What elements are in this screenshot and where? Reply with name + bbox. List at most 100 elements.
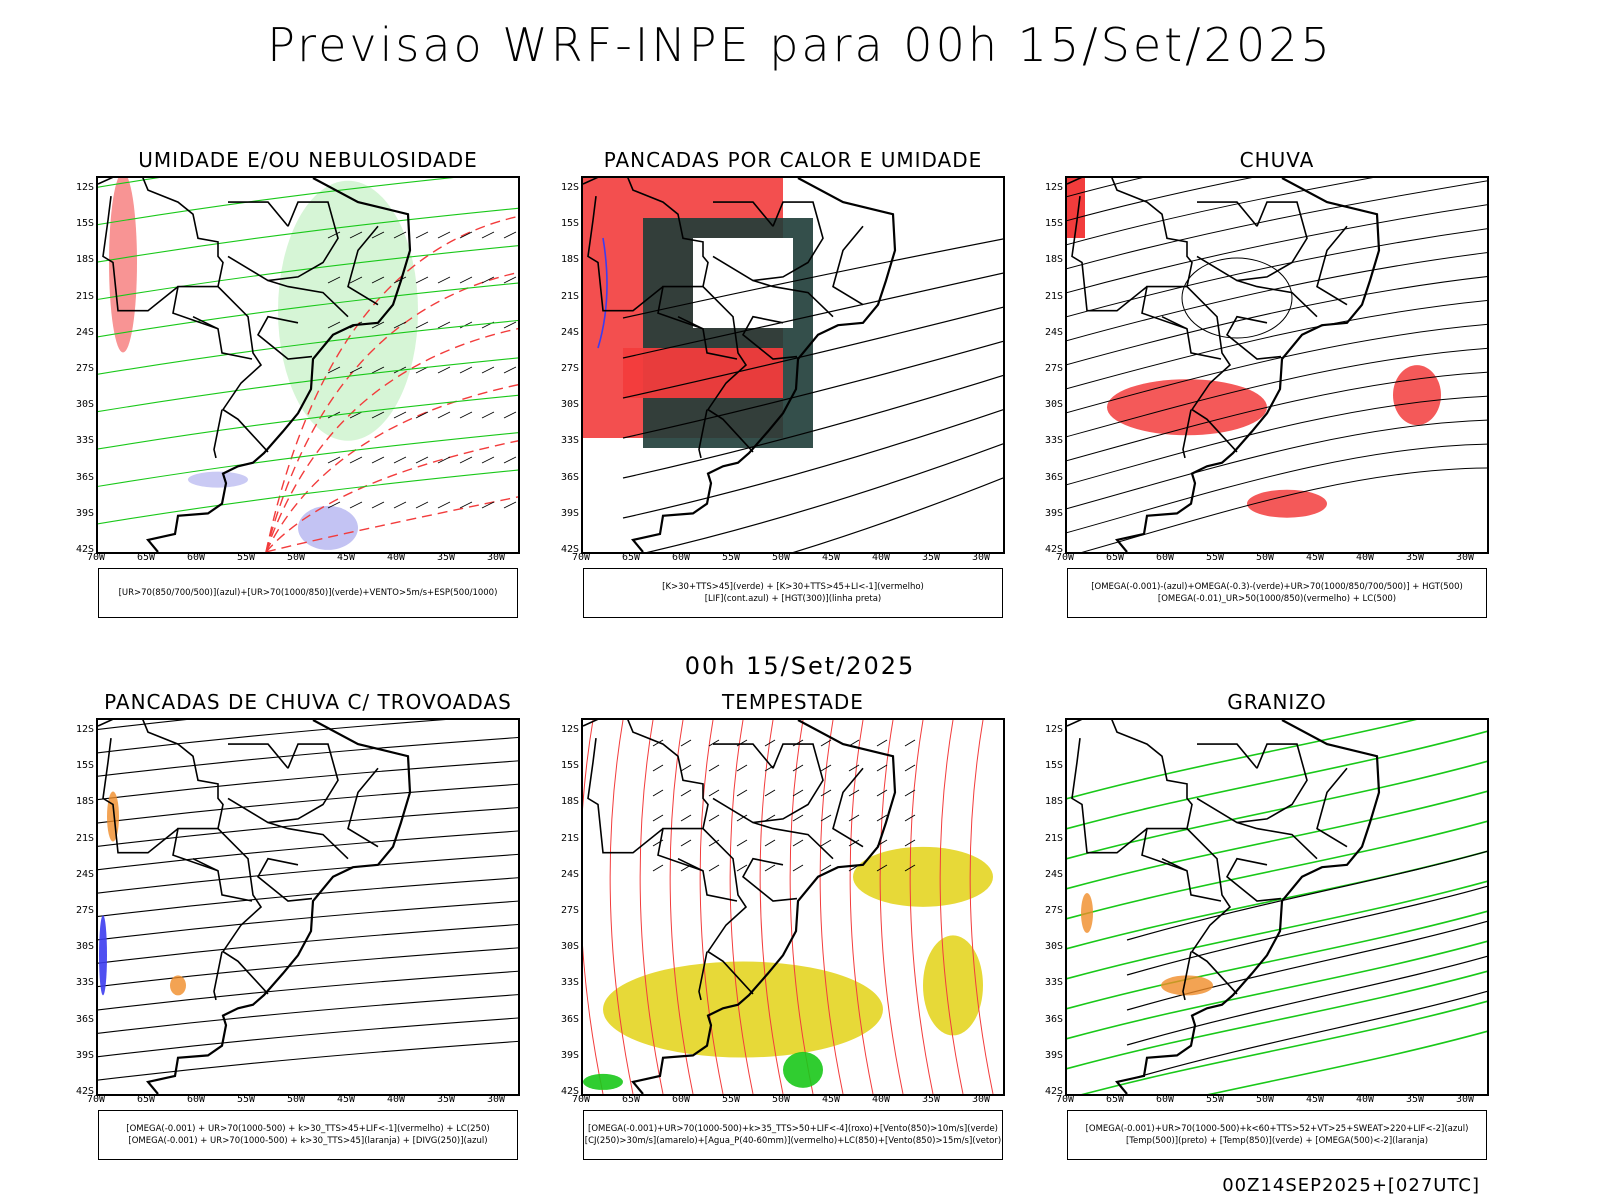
streamline: [98, 207, 518, 263]
border-line: [227, 743, 339, 824]
wind-vector: [764, 864, 776, 872]
lon-tick-label: 60W: [671, 552, 691, 563]
border-line: [1197, 743, 1258, 769]
streamline: [939, 720, 964, 1094]
wind-vector: [503, 411, 517, 419]
lat-tick-label: 27S: [75, 905, 94, 917]
contour-line: [265, 384, 518, 552]
temperature-850-contour: [1067, 820, 1487, 920]
wind-vector: [459, 231, 473, 239]
height-contour: [1067, 300, 1487, 390]
border-line: [172, 827, 253, 902]
wind-vector: [792, 789, 804, 797]
legend-line: [UR>70(850/700/500)](azul)+[UR>70(1000/8…: [118, 588, 498, 598]
temperature-500-contour: [1126, 885, 1487, 976]
temperature-850-contour: [1067, 790, 1487, 890]
wind-vector: [393, 411, 407, 419]
streamline: [98, 178, 160, 188]
lon-tick-label: 60W: [1155, 552, 1175, 563]
height-contour: [1067, 228, 1487, 318]
wind-vector: [349, 276, 363, 284]
wind-vector: [876, 814, 888, 822]
streamline: [849, 720, 874, 1094]
wind-vector: [503, 321, 517, 329]
streamline: [98, 1017, 518, 1058]
background-region: [693, 238, 793, 328]
legend-line: [OMEGA(-0.001) + UR>70(1000-500) + k>30_…: [128, 1136, 488, 1146]
forecast-map: [1065, 718, 1489, 1096]
lat-tick-label: 42S: [1044, 1086, 1063, 1097]
height-contour: [1067, 178, 1252, 222]
temperature-850-contour: [1067, 730, 1487, 830]
wind-vector: [680, 789, 692, 797]
wind-vector: [349, 366, 363, 374]
lat-tick-label: 18S: [560, 254, 579, 266]
wind-vector: [848, 764, 860, 772]
lon-tick-label: 55W: [236, 552, 256, 563]
border-line: [583, 720, 754, 995]
lat-tick-label: 27S: [560, 363, 579, 375]
wind-vector: [820, 739, 832, 747]
lat-tick-label: 39S: [1044, 507, 1063, 519]
lat-tick-label: 21S: [75, 832, 94, 844]
wind-vector: [764, 789, 776, 797]
temperature-850-contour: [1081, 1000, 1487, 1094]
lat-tick-label: 33S: [560, 435, 579, 447]
lat-tick-label: 30S: [75, 399, 94, 411]
lon-tick-label: 50W: [771, 1094, 791, 1105]
height-contour: [622, 374, 1003, 479]
lat-tick-label: 33S: [560, 977, 579, 989]
wind-vector: [481, 411, 495, 419]
height-contour: [1067, 276, 1487, 366]
lat-tick-label: 21S: [560, 832, 579, 844]
lon-tick-label: 40W: [1355, 552, 1375, 563]
legend-line: [LIF](cont.azul) + [HGT(300)](linha pret…: [704, 594, 882, 604]
panel-legend: [OMEGA(-0.001)+UR>70(1000-500)+k>35_TTS>…: [583, 1110, 1003, 1160]
lat-tick-label: 27S: [1044, 363, 1063, 375]
lat-tick-label: 42S: [560, 544, 579, 555]
wind-vector: [848, 789, 860, 797]
wind-region: [583, 1073, 623, 1090]
border-line: [1225, 315, 1282, 360]
height-contour: [1067, 252, 1487, 342]
lon-tick-label: 60W: [186, 552, 206, 563]
border-line: [713, 743, 774, 769]
panel-2: PANCADAS POR CALOR E UMIDADE 12S 15S 18S 21S…: [553, 148, 1033, 628]
wind-vector: [736, 739, 748, 747]
wind-vector: [708, 814, 720, 822]
wind-vector: [764, 739, 776, 747]
streamline: [98, 1040, 518, 1081]
lat-tick-label: 21S: [1044, 832, 1063, 844]
streamline: [98, 357, 518, 413]
wind-vector: [503, 231, 517, 239]
lon-tick-label: 40W: [1355, 1094, 1375, 1105]
coastline: [1115, 720, 1381, 1094]
lat-tick-label: 15S: [1044, 760, 1063, 772]
wind-vector: [680, 739, 692, 747]
wind-vector: [820, 864, 832, 872]
streamline: [98, 807, 518, 847]
height-contour: [1067, 180, 1487, 270]
wind-vector: [327, 366, 341, 374]
legend-line: [OMEGA(-0.01)_UR>50(1000/850)(vermelho) …: [1157, 594, 1397, 604]
border-line: [1197, 201, 1258, 227]
legend-line: [OMEGA(-0.001)-(azul)+OMEGA(-0.3)-(verde…: [1091, 582, 1463, 592]
temperature-850-contour: [1067, 720, 1418, 800]
lon-tick-label: 30W: [486, 1094, 506, 1105]
wind-vector: [904, 839, 916, 847]
wind-vector: [904, 864, 916, 872]
lon-tick-label: 35W: [921, 552, 941, 563]
wind-vector: [792, 739, 804, 747]
coastline: [631, 720, 897, 1094]
height-contour: [1181, 257, 1293, 339]
wind-vector: [349, 456, 363, 464]
border-line: [1182, 409, 1192, 459]
lon-tick-label: 50W: [771, 552, 791, 563]
border-line: [228, 201, 289, 227]
wind-vector: [736, 789, 748, 797]
wind-region: [783, 1051, 823, 1088]
forecast-map: [96, 176, 520, 554]
lon-tick-label: 70W: [86, 1094, 106, 1105]
wind-vector: [393, 456, 407, 464]
streamline: [879, 720, 904, 1094]
